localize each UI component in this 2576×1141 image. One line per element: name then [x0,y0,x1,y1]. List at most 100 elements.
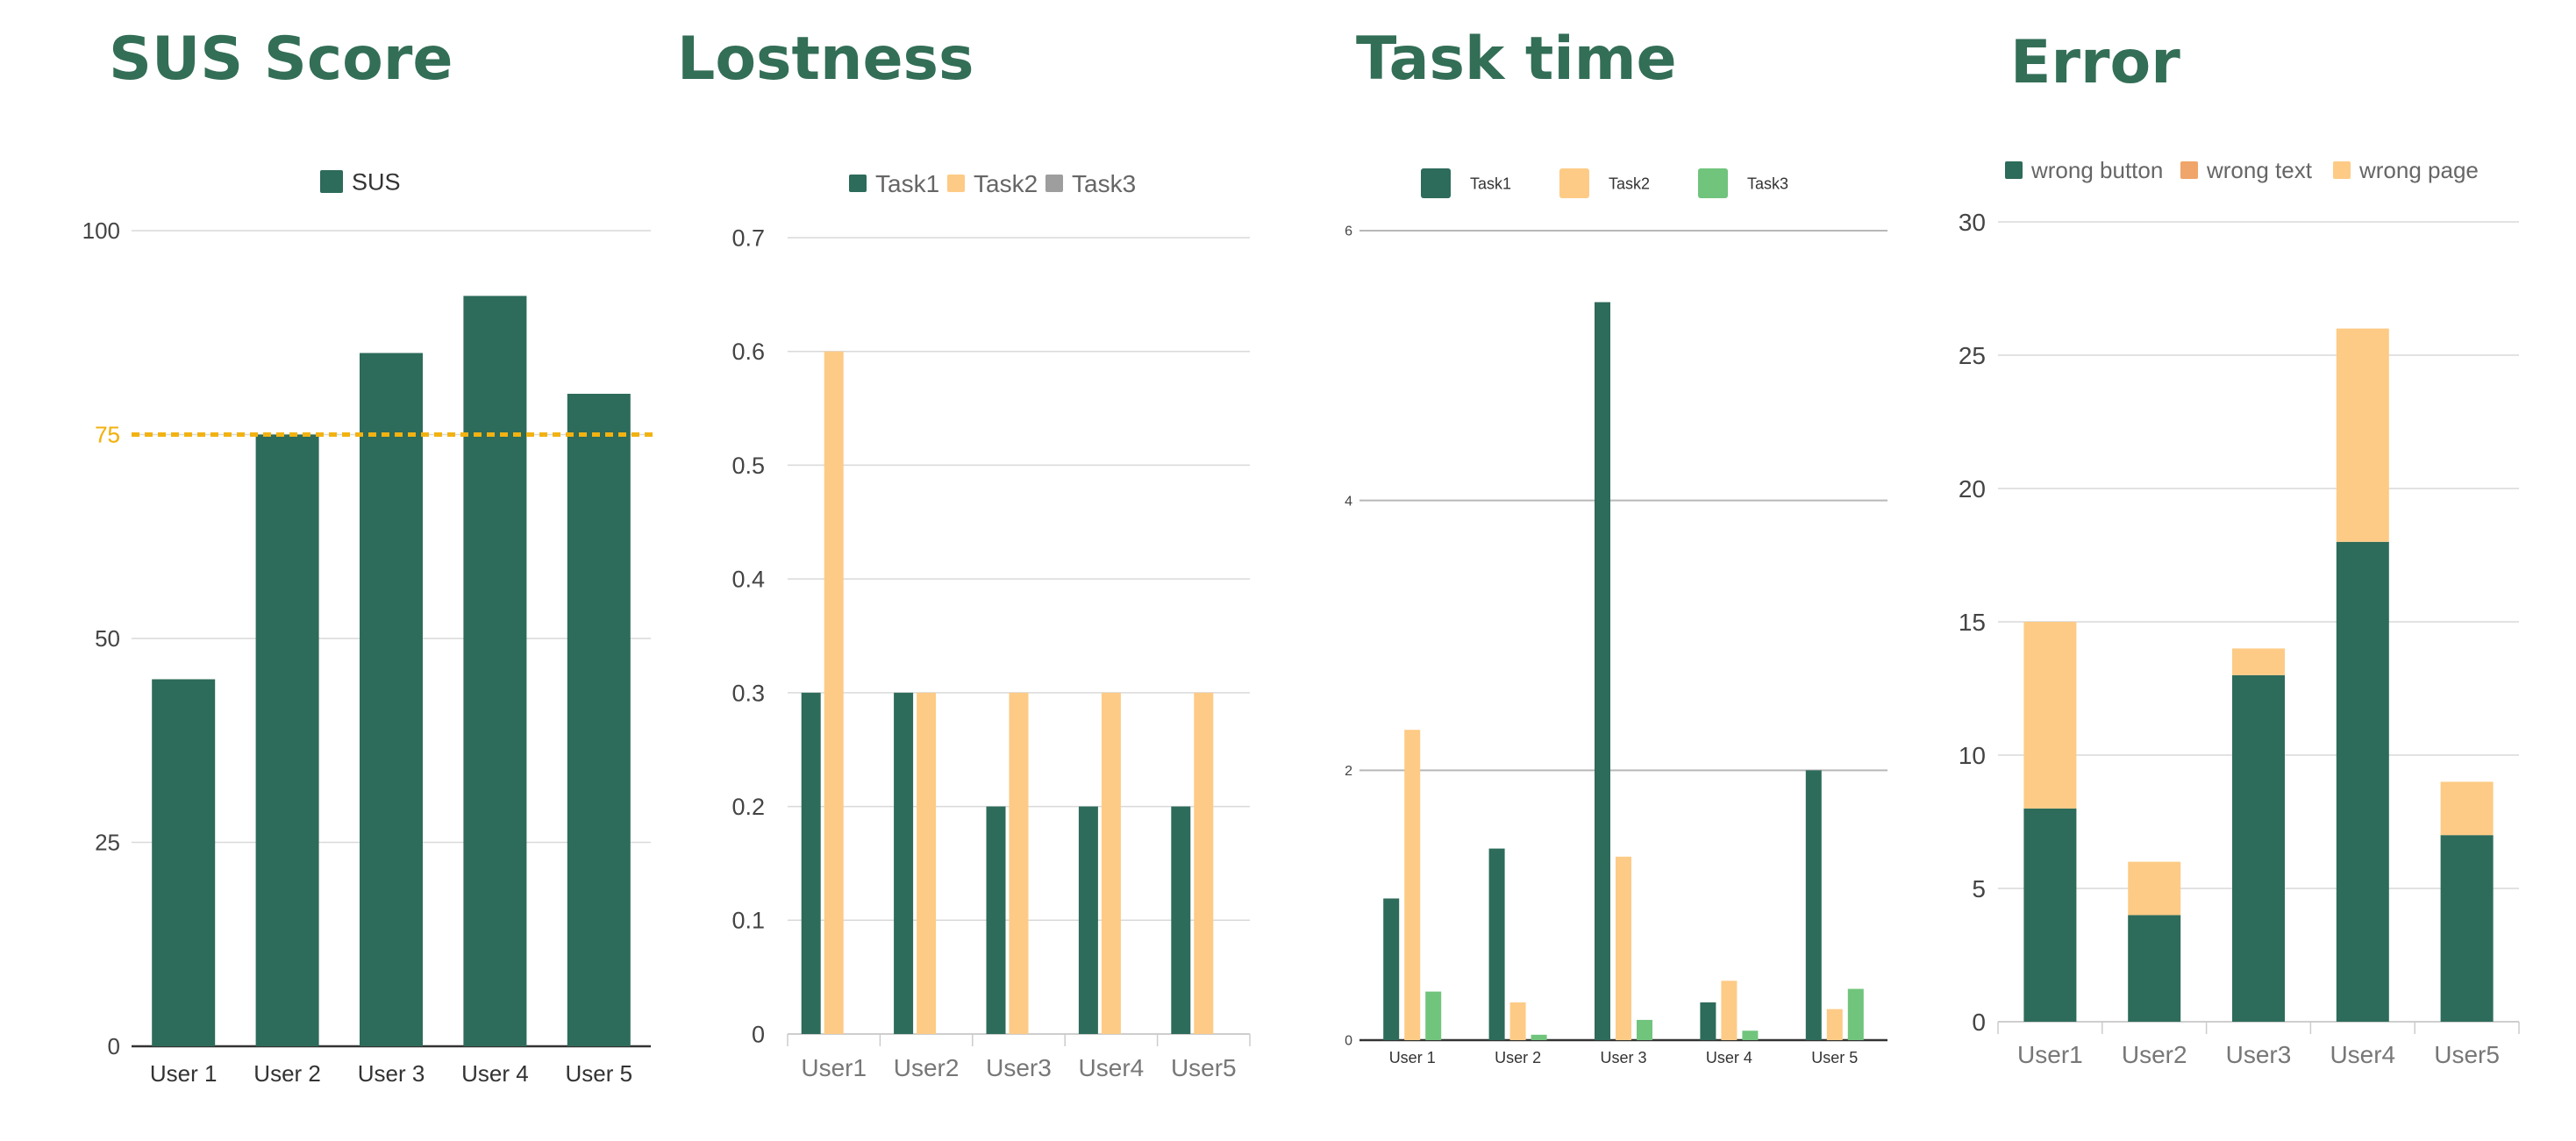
y-tick-label: 100 [82,218,120,244]
legend-label: SUS [352,168,401,195]
bar-Task2 [1509,1002,1526,1040]
x-tick-label: User 4 [461,1060,529,1087]
legend-label: Task3 [1747,175,1788,192]
x-tick-label: User 1 [150,1060,218,1087]
legend-label: wrong text [2206,157,2313,183]
bar-SUS [463,296,527,1046]
x-tick-label: User4 [1079,1054,1145,1081]
error-panel: Error 0 5 10 15 20 25 30 User1 User2 User3 User4 Us… [1912,0,2576,1141]
x-tick-label: User 5 [1811,1049,1858,1066]
y-tick-label: 20 [1959,475,1986,503]
bar-Task2 [1826,1009,1843,1040]
task-time-title: Task time [1356,25,1677,94]
y-tick-label: 0 [108,1033,120,1059]
x-tick-label: User 2 [253,1060,321,1087]
legend-swatch [849,175,867,192]
y-tick-label: 0.4 [731,567,765,593]
legend-swatch [1698,168,1728,198]
y-tick-label: 75 [95,422,120,448]
y-tick-label: 0 [1972,1009,1986,1036]
x-tick-label: User 1 [1389,1049,1436,1066]
bar-wrong-page [2232,648,2285,675]
bar-Task1 [1078,806,1098,1034]
legend-swatch [1045,175,1063,192]
bar-Task2 [917,692,937,1034]
bar-wrong-page [2023,622,2077,809]
lostness-panel: Lostness 0 0.1 0.2 0.3 0.4 0.5 0.6 0.7 User1 User… [667,0,1281,1141]
bar-SUS [255,434,319,1046]
y-tick-label: 5 [1972,875,1986,902]
y-tick-label: 0.5 [731,453,765,479]
legend-swatch [1559,168,1589,198]
bar-wrong-page [2336,328,2389,542]
task-time-panel: Task time 0 2 4 6 User 1 User 2 User 3 User 4 Us… [1281,0,1912,1141]
bar-Task3 [1425,991,1442,1040]
lostness-title: Lostness [677,25,974,94]
bar-SUS [152,679,216,1046]
y-tick-label: 0.1 [731,908,765,934]
legend-swatch [2180,161,2198,179]
y-tick-label: 25 [95,830,120,856]
reference-line-label: 75 [95,422,120,448]
y-tick-label: 4 [1345,494,1352,509]
y-tick-label: 25 [1959,342,1986,369]
y-tick-label: 15 [1959,609,1986,636]
y-tick-label: 10 [1959,742,1986,769]
bar-Task1 [1383,898,1400,1040]
sus-score-panel: SUS Score 0 25 50 75 100 User 1 User 2 User 3 Us… [0,0,667,1141]
x-tick-label: User 5 [566,1060,633,1087]
x-tick-label: User2 [2122,1041,2187,1068]
legend-swatch [947,175,965,192]
error-chart: 0 5 10 15 20 25 30 User1 User2 User3 User4 User5 wro… [1959,157,2520,1068]
legend-label: Task2 [1609,175,1650,192]
bar-Task2 [1101,692,1121,1034]
x-tick-label: User 4 [1706,1049,1752,1066]
y-tick-label: 0.6 [731,339,765,365]
y-tick-label: 0.3 [731,680,765,706]
x-tick-label: User4 [2330,1041,2395,1068]
bar-SUS [360,353,423,1046]
y-tick-label: 0 [1345,1034,1352,1049]
x-tick-label: User5 [1171,1054,1237,1081]
bar-Task1 [801,692,821,1034]
bar-wrong-page [2440,781,2494,836]
x-tick-label: User5 [2434,1041,2500,1068]
legend-label: Task1 [1470,175,1511,192]
bar-wrong-button [2128,915,2181,1022]
bar-SUS [567,394,631,1046]
bar-Task2 [1721,981,1738,1040]
y-tick-label: 0.7 [731,225,765,251]
x-tick-label: User3 [2226,1041,2292,1068]
bar-wrong-button [2023,808,2077,1022]
bar-Task3 [1637,1019,1652,1040]
sus-score-title: SUS Score [109,25,453,94]
x-tick-label: User 3 [358,1060,425,1087]
legend-label: wrong page [2358,157,2479,183]
y-tick-label: 0 [752,1021,765,1047]
error-title: Error [2010,28,2180,97]
task-time-chart: 0 2 4 6 User 1 User 2 User 3 User 4 User 5 Task1 T… [1345,168,1887,1066]
bar-Task1 [1595,302,1610,1040]
bar-Task3 [1742,1030,1759,1040]
bar-Task2 [1616,856,1631,1040]
x-tick-label: User1 [801,1054,867,1081]
x-tick-label: User2 [894,1054,960,1081]
bar-wrong-button [2336,541,2389,1022]
x-tick-label: User1 [2017,1041,2083,1068]
legend-swatch [1421,168,1451,198]
legend-label: Task1 [875,170,939,197]
sus-score-chart: 0 25 50 75 100 User 1 User 2 User 3 User 4 User 5… [82,168,658,1087]
bar-Task1 [1488,848,1505,1040]
x-tick-label: User3 [986,1054,1052,1081]
y-tick-label: 0.2 [731,794,765,820]
bar-Task1 [986,806,1006,1034]
bar-Task3 [1847,988,1864,1040]
bar-Task2 [824,351,844,1034]
legend-swatch [2333,161,2351,179]
bar-Task3 [1531,1034,1547,1040]
bar-Task1 [1171,806,1191,1034]
bar-Task2 [1404,730,1421,1040]
bar-wrong-button [2232,674,2285,1022]
y-tick-label: 50 [95,625,120,652]
legend-label: wrong button [2030,157,2163,183]
